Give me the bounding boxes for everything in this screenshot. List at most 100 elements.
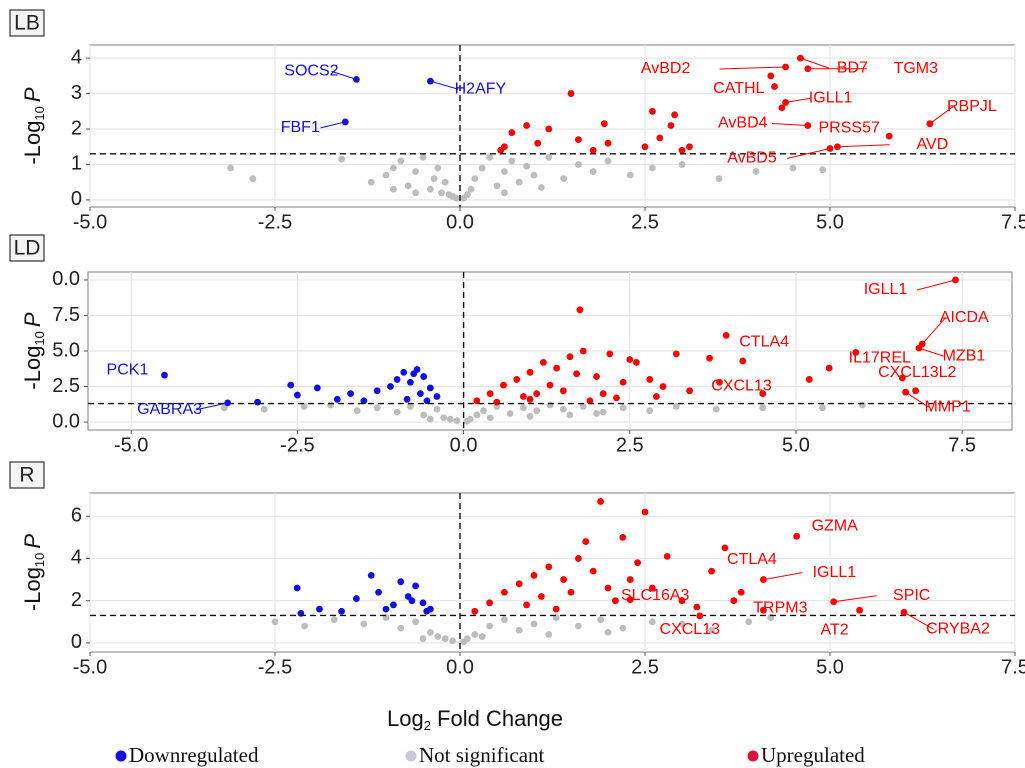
data-point [227,164,235,172]
data-point [825,364,833,372]
data-point [254,398,261,406]
x-axis-title: Log2 Fold Change [387,706,563,734]
data-point [546,381,554,389]
annotated-point [793,532,801,540]
data-point [397,578,405,586]
annotation-label: IGLL1 [813,564,857,581]
data-point [423,397,431,405]
data-point [367,178,375,186]
data-point [486,153,493,161]
y-title-sub: 10 [32,553,47,567]
x-tick-label: 7.5 [948,434,976,456]
data-point [534,139,542,147]
data-point [360,397,368,405]
data-point [471,631,479,638]
data-point [515,626,523,634]
data-point [626,356,634,363]
data-point [520,393,527,400]
annotated-point [626,596,634,604]
data-point [486,622,493,630]
data-point [464,635,471,643]
data-point [501,189,508,197]
annotated-point [224,399,231,407]
data-point [426,415,434,423]
data-point [367,571,375,579]
data-point [466,415,474,423]
data-point [641,143,649,151]
x-tick-label: -5.0 [114,434,148,456]
data-point [416,390,424,398]
data-point [567,588,575,596]
annotation-label: SOCS2 [284,63,338,80]
annotated-point [716,378,723,386]
data-point [427,628,434,636]
data-point [589,146,597,154]
data-point [293,584,301,592]
data-point [663,552,671,560]
y-axis-title: -Log10 P [20,312,48,390]
data-point [220,404,228,412]
panel-label: LD [14,237,41,260]
annotation-connector [837,144,890,148]
data-point [410,370,418,378]
data-point [412,618,419,626]
annotation-label: AvBD4 [718,115,768,132]
x-tick-label: 7.5 [1001,211,1025,233]
x-tick-label: 5.0 [816,211,844,233]
data-point [745,618,752,626]
annotated-point [722,331,730,339]
data-point [560,175,567,183]
annotation-connector [785,97,811,103]
data-point [515,178,523,186]
data-point [573,370,580,378]
data-point [523,601,530,609]
data-point [420,411,428,419]
data-point [579,347,587,355]
data-point [526,368,534,376]
data-point [452,194,460,202]
data-point [706,354,713,362]
data-point [708,626,715,634]
annotated-point [952,276,959,284]
data-point [373,404,381,412]
y-axis-title: -Log10 P [20,534,48,612]
data-point [419,635,427,643]
data-point [393,376,401,383]
annotation-label: SLC16A3 [621,587,690,604]
data-point [634,559,641,567]
data-point [338,155,345,163]
data-point [433,393,441,400]
data-point [533,407,541,415]
y-title-italic: P [20,534,45,549]
data-point [606,350,614,358]
data-point [412,168,419,175]
annotation-connector [903,611,934,630]
data-point [545,125,553,133]
y-tick-label: 0.0 [52,410,80,432]
annotation-connector [763,572,803,581]
data-point [300,403,308,410]
data-point [646,407,654,415]
annotated-point [767,72,775,80]
y-tick-label: 3 [71,82,82,104]
data-point [912,387,920,395]
data-point [678,597,686,605]
annotated-point [830,598,838,606]
data-point [407,403,414,410]
panel-label-box [9,461,45,489]
annotation-label: AT2 [821,621,849,638]
y-tick-label: 5.0 [52,339,80,361]
data-point [427,185,434,193]
data-point [819,166,826,174]
data-point [478,633,486,640]
data-point [506,410,514,417]
y-tick-label: 7.5 [52,304,80,326]
annotated-point [834,143,841,151]
data-point [464,191,471,198]
annotated-point [760,576,767,583]
data-point [353,595,360,602]
data-point [539,358,547,366]
annotated-point [856,606,863,614]
data-point [672,403,680,410]
